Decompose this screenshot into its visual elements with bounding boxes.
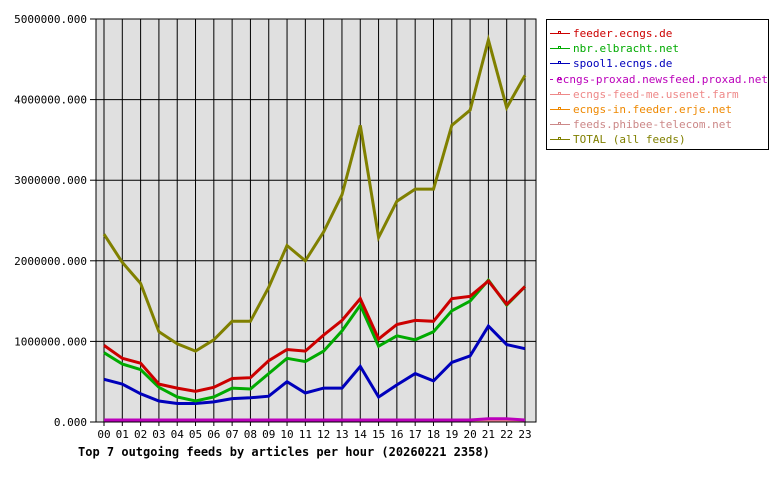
legend-label: TOTAL (all feeds)	[573, 133, 686, 147]
legend-line-marker-icon	[550, 107, 570, 111]
series-line	[103, 278, 527, 393]
legend-line-marker-icon	[550, 122, 570, 126]
legend-label: ecngs-in.feeder.erje.net	[573, 103, 732, 117]
x-tick-label: 17	[409, 428, 422, 441]
legend-label: ecngs-feed-me.usenet.farm	[573, 87, 739, 101]
x-tick-label: 01	[116, 428, 129, 441]
legend-line-marker-icon	[550, 46, 570, 50]
x-tick-label: 02	[134, 428, 147, 441]
legend-line-marker-icon	[550, 31, 570, 35]
x-tick-label: 08	[244, 428, 257, 441]
series-line	[103, 277, 527, 403]
x-tick-label: 14	[354, 428, 368, 441]
x-tick-label: 16	[390, 428, 403, 441]
y-tick-label: 2000000.000	[14, 255, 87, 268]
x-tick-label: 06	[207, 428, 220, 441]
legend-label: spool1.ecngs.de	[573, 57, 673, 71]
legend-label: feeds.phibee-telecom.net	[573, 118, 732, 132]
legend: feeder.ecngs.de nbr.elbracht.net spool1.ec…	[546, 19, 769, 150]
x-tick-label: 12	[317, 428, 330, 441]
x-tick-label: 13	[335, 428, 348, 441]
legend-item: feeds.phibee-telecom.net	[550, 117, 768, 132]
legend-label: nbr.elbracht.net	[573, 42, 679, 56]
x-tick-label: 03	[152, 428, 165, 441]
x-tick-label: 07	[226, 428, 239, 441]
x-tick-label: 05	[189, 428, 202, 441]
x-tick-label: 23	[518, 428, 531, 441]
y-axis-ticks: 0.000 1000000.000 2000000.000 3000000.000 40…	[14, 13, 96, 429]
legend-line-marker-icon	[550, 137, 570, 141]
series-line	[104, 417, 526, 422]
legend-label: feeder.ecngs.de	[573, 27, 673, 41]
legend-line-marker-icon	[550, 76, 562, 80]
y-tick-label: 4000000.000	[14, 94, 87, 107]
series-line	[102, 34, 527, 353]
x-tick-label: 04	[171, 428, 185, 441]
chart-caption: Top 7 outgoing feeds by articles per hou…	[78, 445, 490, 459]
x-tick-label: 20	[463, 428, 476, 441]
series-lines	[102, 34, 527, 422]
series-line	[103, 323, 526, 405]
x-tick-label: 09	[262, 428, 275, 441]
legend-item: feeder.ecngs.de	[550, 26, 768, 41]
legend-label: ecngs-proxad.newsfeed.proxad.net	[556, 72, 768, 86]
x-tick-label: 22	[500, 428, 513, 441]
legend-line-marker-icon	[550, 91, 570, 95]
legend-item: ecngs-in.feeder.erje.net	[550, 102, 768, 117]
x-axis-ticks: 00 01 02 03 04 05 06 07 08 09 10 11 12 13 14 15 16 17 18 19…	[97, 422, 532, 441]
legend-item: ecngs-feed-me.usenet.farm	[550, 87, 768, 102]
y-tick-label: 1000000.000	[14, 335, 87, 348]
legend-item: spool1.ecngs.de	[550, 56, 768, 71]
legend-item: nbr.elbracht.net	[550, 41, 768, 56]
x-tick-label: 19	[445, 428, 458, 441]
gridlines	[96, 18, 536, 423]
legend-item: TOTAL (all feeds)	[550, 132, 768, 147]
x-tick-label: 10	[280, 428, 293, 441]
x-tick-label: 18	[427, 428, 440, 441]
x-tick-label: 00	[97, 428, 110, 441]
legend-line-marker-icon	[550, 61, 570, 65]
x-tick-label: 11	[299, 428, 312, 441]
legend-item: ecngs-proxad.newsfeed.proxad.net	[550, 72, 768, 87]
y-tick-label: 0.000	[54, 416, 87, 429]
y-tick-label: 5000000.000	[14, 13, 87, 26]
x-tick-label: 15	[372, 428, 385, 441]
x-tick-label: 21	[482, 428, 495, 441]
y-tick-label: 3000000.000	[14, 174, 87, 187]
